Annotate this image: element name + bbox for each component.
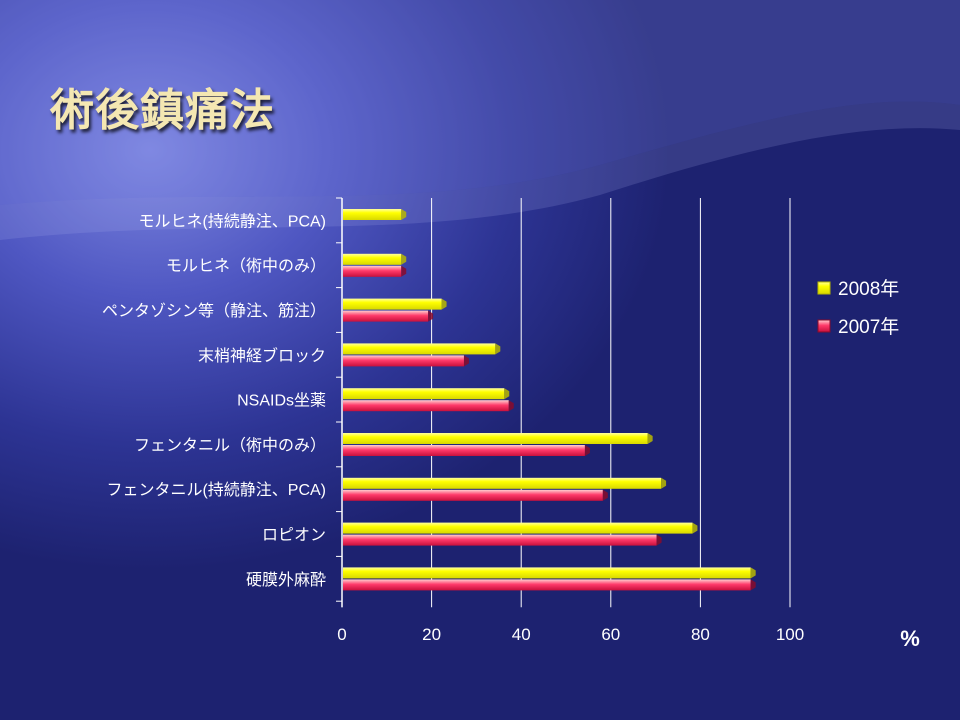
- bar-series-2: [343, 355, 464, 367]
- bar-series-2: [343, 579, 751, 591]
- axis-labels: 0 20 40 60 80 100 % モルヒネ(持続静注、PCA) モルヒネ（術中のみ） ペンタ…: [102, 212, 920, 651]
- bar-end-cap: [692, 522, 698, 534]
- category-label: NSAIDs坐薬: [237, 392, 326, 410]
- bar-series-1: [343, 522, 693, 534]
- background-wave-light: [0, 0, 960, 205]
- x-tick-label: 20: [422, 625, 441, 644]
- legend-swatch: [817, 319, 831, 333]
- bar-series-2: [343, 489, 603, 501]
- category-label: 硬膜外麻酔: [246, 571, 326, 589]
- bar-series-2: [343, 400, 509, 412]
- bar-series-1: [343, 433, 648, 444]
- bar-series-2: [343, 445, 585, 456]
- bar-series-1: [343, 388, 505, 400]
- bar-end-cap: [508, 400, 514, 412]
- category-label: ロピオン: [262, 527, 326, 544]
- category-label: モルヒネ(持続静注、PCA): [138, 212, 326, 230]
- bar-series-1: [343, 567, 751, 579]
- bar-series-1: [343, 477, 662, 489]
- bar-end-cap: [602, 489, 608, 501]
- bars: [343, 209, 756, 591]
- category-label: 末梢神経ブロック: [198, 346, 326, 365]
- legend-label: 2007年: [838, 316, 899, 338]
- bar-series-2: [343, 534, 657, 546]
- bar-end-cap: [441, 298, 447, 310]
- slide-title: 術後鎮痛法: [50, 85, 275, 136]
- bar-end-cap: [401, 209, 407, 220]
- category-label: ペンタゾシン等（静注、筋注）: [102, 302, 326, 320]
- x-tick-label: 40: [512, 625, 531, 644]
- bar-series-1: [343, 253, 402, 265]
- bar-end-cap: [401, 253, 407, 265]
- bar-series-1: [343, 298, 442, 310]
- bar-end-cap: [661, 477, 667, 489]
- bar-end-cap: [584, 445, 590, 456]
- bar-end-cap: [656, 534, 662, 546]
- x-tick-label: 100: [776, 625, 804, 644]
- x-tick-label: 80: [691, 625, 710, 644]
- grid-lines: [336, 197, 791, 608]
- bar-series-2: [343, 265, 402, 277]
- bar-end-cap: [504, 388, 510, 400]
- x-tick-label: 0: [337, 625, 346, 644]
- legend: 2008年 2007年: [817, 278, 899, 338]
- bar-end-cap: [401, 265, 407, 277]
- background-wave-band: [0, 101, 960, 240]
- bar-series-1: [343, 209, 402, 220]
- bar-series-2: [343, 310, 429, 322]
- bar-end-cap: [428, 310, 434, 322]
- category-label: フェンタニル(持続静注、PCA): [106, 481, 326, 499]
- bar-end-cap: [495, 343, 501, 355]
- legend-label: 2008年: [838, 278, 899, 300]
- bar-end-cap: [463, 355, 469, 367]
- category-label: モルヒネ（術中のみ）: [166, 257, 326, 275]
- x-axis-unit-label: %: [900, 626, 920, 651]
- category-label: フェンタニル（術中のみ）: [134, 436, 326, 454]
- bar-end-cap: [750, 579, 756, 591]
- bar-end-cap: [647, 433, 653, 444]
- legend-swatch: [817, 281, 831, 295]
- bar-series-1: [343, 343, 496, 355]
- bar-end-cap: [750, 567, 756, 579]
- x-tick-label: 60: [601, 625, 620, 644]
